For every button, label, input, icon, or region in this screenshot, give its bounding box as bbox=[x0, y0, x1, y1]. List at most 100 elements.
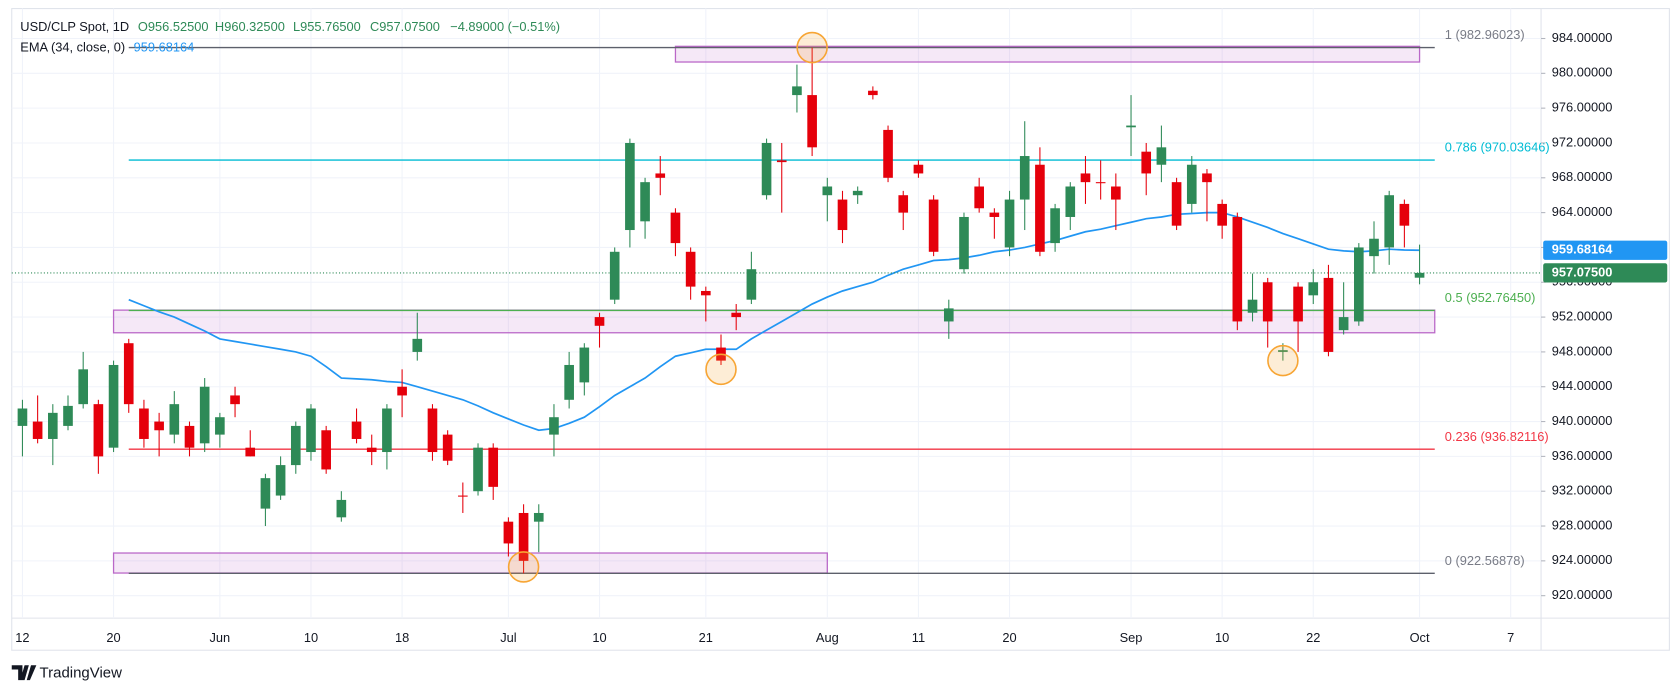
candle-body bbox=[655, 173, 666, 178]
axes: 920.00000 924.00000 928.00000 932.00000 936.… bbox=[15, 30, 1668, 645]
x-tick-label: 21 bbox=[699, 630, 713, 645]
candle-body bbox=[1171, 182, 1182, 226]
candle-body bbox=[93, 404, 104, 457]
candle-body bbox=[1323, 277, 1334, 352]
candle-body bbox=[1095, 182, 1106, 184]
highlight-circle bbox=[705, 353, 737, 386]
ohlc-open: O956.52500 bbox=[138, 19, 209, 34]
candle-body bbox=[412, 338, 423, 352]
candle-body bbox=[1126, 125, 1136, 128]
candle-body bbox=[609, 251, 620, 300]
fib-label: 0.5 (952.76450) bbox=[1445, 290, 1536, 305]
candle-body bbox=[427, 408, 438, 453]
ema-legend-value: 959.68164 bbox=[134, 40, 195, 55]
candle-body bbox=[928, 199, 939, 252]
candle-body bbox=[275, 465, 286, 496]
symbol-title[interactable]: USD/CLP Spot, 1D bbox=[20, 19, 129, 34]
x-tick-label: 20 bbox=[106, 630, 120, 645]
candle-body bbox=[1019, 156, 1030, 200]
candle-body bbox=[230, 395, 240, 405]
candle-body bbox=[822, 186, 833, 196]
candle-body bbox=[685, 251, 696, 287]
ohlc-change: −4.89000 (−0.51%) bbox=[450, 19, 560, 34]
highlight-circle bbox=[796, 31, 828, 64]
x-tick-label: 20 bbox=[1002, 630, 1016, 645]
ohlc-high: H960.32500 bbox=[215, 19, 285, 34]
candle-body bbox=[837, 199, 848, 231]
candle-body bbox=[761, 142, 772, 196]
candle-body bbox=[701, 290, 711, 296]
candle-body bbox=[473, 447, 483, 492]
candle-body bbox=[1035, 164, 1045, 252]
candle-body bbox=[549, 417, 559, 435]
candle-body bbox=[868, 90, 878, 96]
candle-body bbox=[1308, 282, 1319, 296]
candle-body bbox=[184, 425, 195, 448]
x-tick-label: 10 bbox=[304, 630, 318, 645]
watermark-logo bbox=[11, 665, 37, 681]
x-tick-label: Sep bbox=[1120, 630, 1143, 645]
candle-body bbox=[731, 312, 742, 318]
candle-body bbox=[746, 269, 757, 300]
candle-body bbox=[290, 425, 301, 466]
candle-body bbox=[640, 182, 650, 222]
frame bbox=[11, 8, 1670, 651]
candle-body bbox=[503, 521, 514, 544]
candle-body bbox=[625, 142, 635, 231]
y-tick-label: 952.00000 bbox=[1552, 308, 1613, 323]
candle-body bbox=[898, 195, 909, 213]
ohlc-low: L955.76500 bbox=[293, 19, 361, 34]
candle-body bbox=[579, 347, 590, 383]
candle-body bbox=[913, 164, 924, 174]
candle-body bbox=[1186, 164, 1197, 204]
candle-body bbox=[1065, 186, 1076, 217]
candle-body bbox=[974, 186, 984, 209]
watermark-text: TradingView bbox=[40, 665, 123, 682]
candle-body bbox=[1004, 199, 1015, 248]
candle-body bbox=[1384, 195, 1395, 248]
legend: USD/CLP Spot, 1D O956.52500 H960.32500 L… bbox=[20, 19, 560, 54]
candle-body bbox=[670, 212, 681, 244]
y-tick-label: 940.00000 bbox=[1552, 413, 1613, 428]
y-tick-label: 928.00000 bbox=[1552, 517, 1613, 532]
candle-body bbox=[1050, 208, 1060, 244]
y-tick-label: 964.00000 bbox=[1552, 204, 1613, 219]
candle-body bbox=[123, 343, 134, 405]
candle-body bbox=[321, 430, 331, 470]
candle-body bbox=[108, 364, 119, 448]
y-tick-label: 924.00000 bbox=[1552, 552, 1613, 567]
y-tick-label: 944.00000 bbox=[1552, 378, 1613, 393]
candle-body bbox=[1414, 272, 1425, 278]
candle-body bbox=[1293, 286, 1303, 322]
y-tick-label: 980.00000 bbox=[1552, 65, 1613, 80]
candle-body bbox=[943, 308, 954, 322]
y-tick-label: 972.00000 bbox=[1552, 134, 1613, 149]
x-tick-label: 18 bbox=[395, 630, 409, 645]
candle-body bbox=[215, 417, 225, 435]
candle-body bbox=[488, 447, 499, 487]
watermark: TradingView bbox=[11, 665, 123, 682]
zone bbox=[674, 45, 1421, 63]
candle-body bbox=[139, 408, 149, 439]
candle-body bbox=[1262, 282, 1273, 322]
candle-body bbox=[776, 160, 787, 163]
candle-body bbox=[78, 369, 89, 405]
highlight-circle bbox=[1267, 344, 1299, 377]
candle-body bbox=[1278, 350, 1288, 352]
ema-legend[interactable]: EMA (34, close, 0) bbox=[20, 40, 125, 55]
x-tick-label: Jun bbox=[210, 630, 231, 645]
price-tag-label: 957.07500 bbox=[1552, 264, 1613, 279]
candle-body bbox=[518, 512, 529, 561]
candle-body bbox=[959, 216, 969, 270]
candle-body bbox=[351, 421, 362, 439]
candle-body bbox=[458, 495, 468, 497]
y-tick-label: 948.00000 bbox=[1552, 343, 1613, 358]
candle-body bbox=[533, 512, 544, 522]
candle-body bbox=[1156, 147, 1167, 165]
candle-body bbox=[154, 421, 164, 431]
y-tick-label: 968.00000 bbox=[1552, 169, 1613, 184]
candle-body bbox=[594, 317, 605, 326]
